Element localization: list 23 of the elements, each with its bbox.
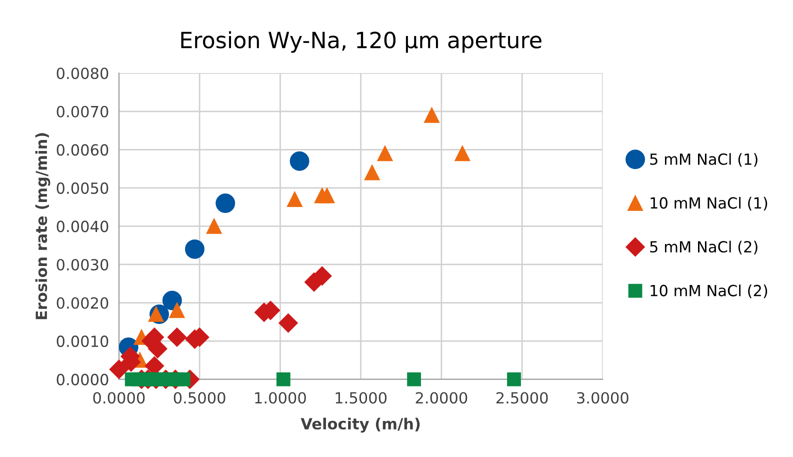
y-tick-label: 0.0040 bbox=[56, 220, 108, 232]
y-tick-label: 0.0070 bbox=[56, 106, 108, 118]
legend-label: 5 mM NaCl (1) bbox=[650, 153, 758, 167]
x-tick-label: 2.5000 bbox=[496, 392, 548, 404]
x-axis-title: Velocity (m/h) bbox=[300, 418, 420, 433]
x-tick-label: 0.0000 bbox=[93, 392, 145, 404]
y-tick-label: 0.0080 bbox=[56, 68, 108, 80]
legend-label: 10 mM NaCl (1) bbox=[650, 196, 768, 211]
x-tick-label: 3.0000 bbox=[577, 392, 628, 404]
chart-title: Erosion Wy-Na, 120 µm aperture bbox=[181, 31, 542, 53]
legend-label: 10 mM NaCl (2) bbox=[650, 284, 768, 298]
x-tick-label: 0.5000 bbox=[174, 392, 226, 404]
y-tick-label: 0.0020 bbox=[56, 297, 108, 309]
x-tick-label: 1.5000 bbox=[336, 392, 387, 404]
x-tick-label: 1.0000 bbox=[255, 392, 306, 404]
y-axis-title: Erosion rate (mg/min) bbox=[35, 133, 50, 320]
legend-label: 5 mM NaCl (2) bbox=[650, 240, 758, 254]
y-tick-label: 0.0030 bbox=[56, 258, 108, 271]
y-tick-label: 0.0050 bbox=[56, 182, 108, 194]
y-tick-label: 0.0060 bbox=[56, 144, 108, 156]
y-tick-label: 0.0010 bbox=[56, 336, 108, 348]
x-tick-label: 2.0000 bbox=[416, 392, 468, 404]
y-tick-label: 0.0000 bbox=[56, 374, 108, 386]
